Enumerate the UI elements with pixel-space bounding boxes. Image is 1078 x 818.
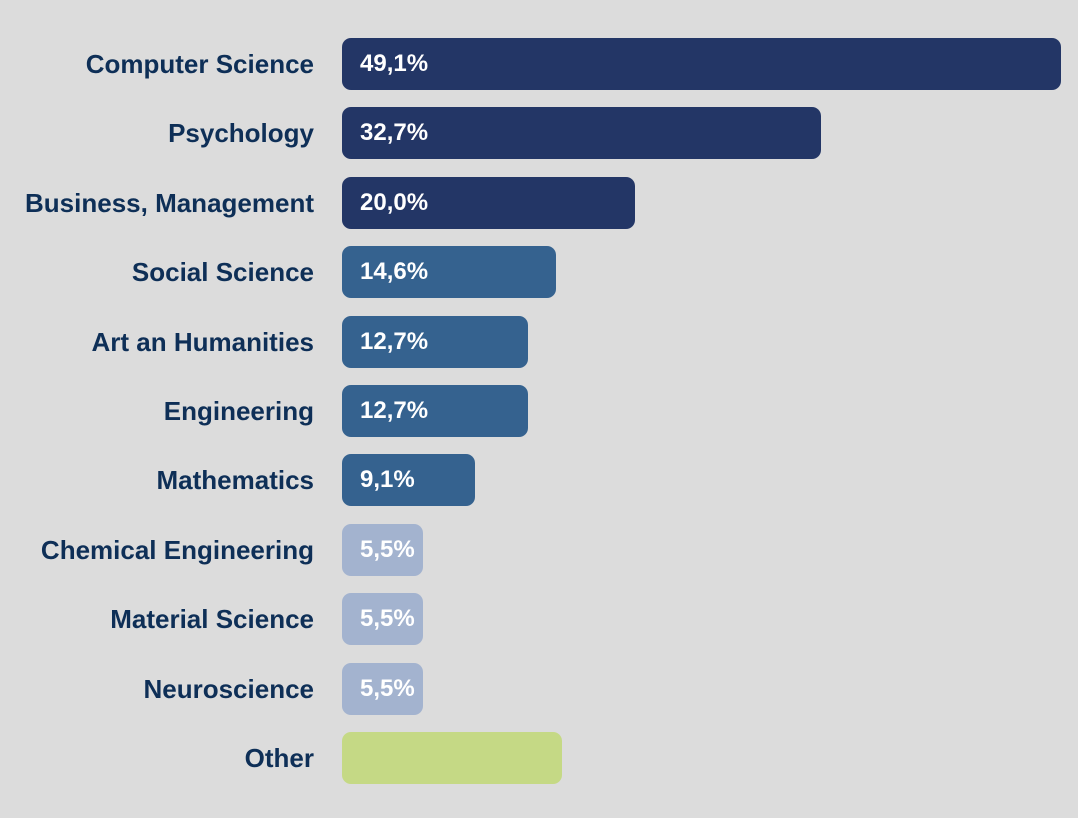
bar-row: Computer Science 49,1%: [0, 38, 1078, 90]
bar: [342, 524, 423, 576]
bar-row: Neuroscience 5,5%: [0, 663, 1078, 715]
category-label: Material Science: [110, 604, 314, 634]
bar-row: Business, Management 20,0%: [0, 177, 1078, 229]
category-label: Social Science: [131, 257, 314, 287]
value-label: 5,5%: [360, 605, 415, 632]
category-label: Mathematics: [156, 465, 315, 495]
category-label: Psychology: [168, 118, 314, 148]
bar: [342, 38, 1061, 90]
value-label: 5,5%: [360, 675, 415, 702]
bar: [342, 107, 821, 159]
category-label: Neuroscience: [143, 674, 314, 704]
bar-row: Art an Humanities 12,7%: [0, 316, 1078, 368]
value-label: 9,1%: [360, 466, 415, 493]
category-label: Chemical Engineering: [40, 535, 314, 565]
bar-row: Other: [0, 732, 1078, 784]
bar-row: Social Science 14,6%: [0, 246, 1078, 298]
value-label: 49,1%: [360, 50, 429, 77]
bar-row: Engineering 12,7%: [0, 385, 1078, 437]
value-label: 32,7%: [360, 119, 429, 146]
bar: [342, 385, 528, 437]
bar: [342, 177, 635, 229]
bar: [342, 246, 556, 298]
category-label: Art an Humanities: [91, 327, 315, 357]
category-label: Other: [244, 743, 314, 773]
bar-row: Material Science 5,5%: [0, 593, 1078, 645]
category-label: Computer Science: [85, 49, 314, 79]
value-label: 20,0%: [360, 189, 429, 216]
value-label: 12,7%: [360, 328, 429, 355]
bar: [342, 732, 562, 784]
value-label: 12,7%: [360, 397, 429, 424]
category-label: Engineering: [163, 396, 314, 426]
bar: [342, 593, 423, 645]
value-label: 5,5%: [360, 536, 415, 563]
bar: [342, 454, 475, 506]
bar-row: Psychology 32,7%: [0, 107, 1078, 159]
bar-row: Chemical Engineering 5,5%: [0, 524, 1078, 576]
bar: [342, 663, 423, 715]
value-label: 14,6%: [360, 258, 429, 285]
category-label: Business, Management: [25, 188, 314, 218]
bar-row: Mathematics 9,1%: [0, 454, 1078, 506]
bar: [342, 316, 528, 368]
